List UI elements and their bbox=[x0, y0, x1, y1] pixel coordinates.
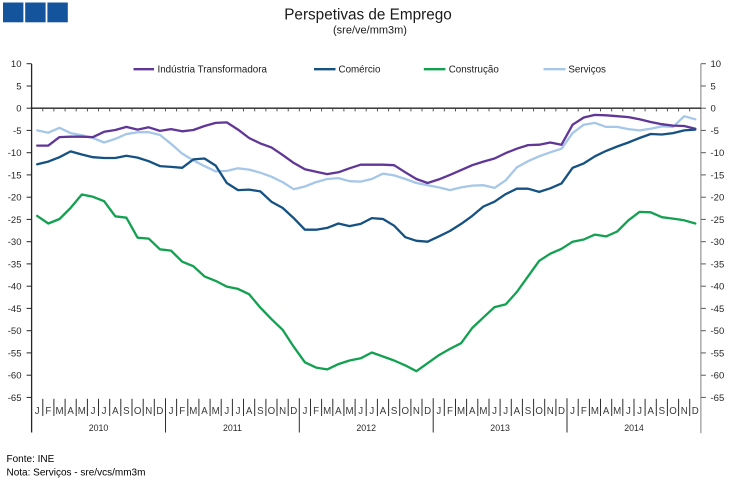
svg-text:-45: -45 bbox=[711, 304, 725, 315]
svg-text:-50: -50 bbox=[8, 326, 22, 337]
svg-text:Indústria Transformadora: Indústria Transformadora bbox=[158, 65, 268, 76]
svg-text:-35: -35 bbox=[711, 259, 725, 270]
svg-text:-35: -35 bbox=[8, 259, 22, 270]
svg-text:-20: -20 bbox=[711, 193, 725, 204]
svg-text:-55: -55 bbox=[711, 348, 725, 359]
svg-text:-50: -50 bbox=[711, 326, 725, 337]
svg-text:-55: -55 bbox=[8, 348, 22, 359]
svg-text:-10: -10 bbox=[711, 148, 725, 159]
svg-text:-25: -25 bbox=[8, 215, 22, 226]
svg-text:-65: -65 bbox=[711, 393, 725, 404]
svg-text:-40: -40 bbox=[8, 282, 22, 293]
svg-text:2012: 2012 bbox=[356, 423, 376, 433]
svg-text:-40: -40 bbox=[711, 282, 725, 293]
svg-text:-60: -60 bbox=[8, 371, 22, 382]
svg-text:0: 0 bbox=[711, 104, 716, 115]
svg-text:-15: -15 bbox=[711, 170, 725, 181]
svg-text:-30: -30 bbox=[8, 237, 22, 248]
svg-text:10: 10 bbox=[711, 59, 722, 70]
svg-text:-25: -25 bbox=[711, 215, 725, 226]
svg-text:-10: -10 bbox=[8, 148, 22, 159]
svg-text:Nota: Serviços - sre/vcs/mm3m: Nota: Serviços - sre/vcs/mm3m bbox=[7, 468, 146, 479]
svg-text:0: 0 bbox=[16, 104, 21, 115]
svg-text:5: 5 bbox=[711, 81, 716, 92]
svg-text:10: 10 bbox=[11, 59, 22, 70]
svg-text:2010: 2010 bbox=[89, 423, 109, 433]
svg-text:Construção: Construção bbox=[449, 65, 500, 76]
svg-text:-30: -30 bbox=[711, 237, 725, 248]
svg-text:-20: -20 bbox=[8, 193, 22, 204]
svg-text:Serviços: Serviços bbox=[568, 65, 606, 76]
svg-text:-60: -60 bbox=[711, 371, 725, 382]
svg-text:-5: -5 bbox=[13, 126, 21, 137]
svg-text:Perspetivas de Emprego: Perspetivas de Emprego bbox=[284, 7, 452, 24]
svg-text:(sre/ve/mm3m): (sre/ve/mm3m) bbox=[333, 25, 407, 37]
svg-text:-65: -65 bbox=[8, 393, 22, 404]
svg-text:2013: 2013 bbox=[490, 423, 510, 433]
svg-text:2014: 2014 bbox=[624, 423, 644, 433]
svg-text:Comércio: Comércio bbox=[339, 65, 381, 76]
svg-text:2011: 2011 bbox=[223, 423, 242, 433]
svg-text:-15: -15 bbox=[8, 170, 22, 181]
svg-text:-5: -5 bbox=[711, 126, 719, 137]
svg-text:5: 5 bbox=[16, 81, 21, 92]
svg-text:-45: -45 bbox=[8, 304, 22, 315]
svg-text:Fonte: INE: Fonte: INE bbox=[7, 454, 55, 465]
